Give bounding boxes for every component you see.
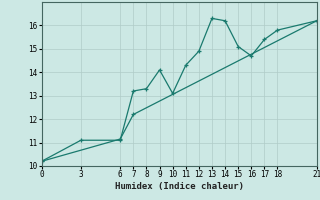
X-axis label: Humidex (Indice chaleur): Humidex (Indice chaleur)	[115, 182, 244, 191]
